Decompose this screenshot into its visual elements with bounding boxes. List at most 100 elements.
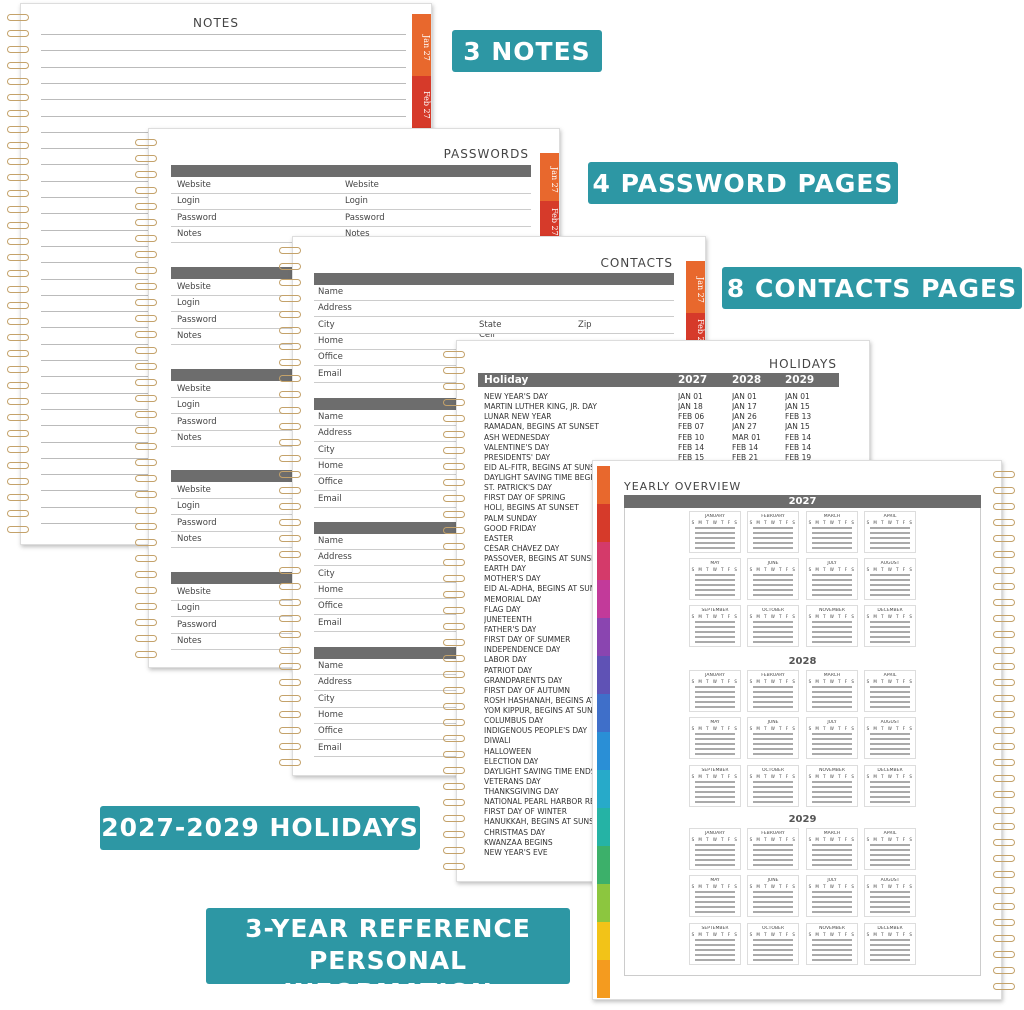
holiday-date: FEB 14 bbox=[732, 442, 759, 452]
holiday-name: HANUKKAH, BEGINS AT SUNSET bbox=[484, 817, 604, 827]
spiral-ring bbox=[993, 471, 1015, 478]
spiral-ring bbox=[279, 599, 301, 606]
day-row bbox=[870, 589, 910, 591]
field-label: City bbox=[318, 319, 335, 330]
spiral-ring bbox=[993, 663, 1015, 670]
holiday-date: JAN 18 bbox=[678, 402, 703, 412]
field-label: Password bbox=[177, 314, 217, 325]
spiral-ring bbox=[993, 551, 1015, 558]
spiral-ring bbox=[7, 142, 29, 149]
month-name: JANUARY bbox=[705, 514, 725, 519]
mini-month: APRIL S M T W T F S bbox=[864, 828, 916, 870]
section-bar bbox=[314, 273, 674, 285]
field-label: Login bbox=[345, 196, 368, 207]
spiral-ring bbox=[443, 527, 465, 534]
spiral-ring bbox=[993, 567, 1015, 574]
mini-month: SEPTEMBER S M T W T F S bbox=[689, 923, 741, 965]
spiral-ring bbox=[993, 615, 1015, 622]
day-row bbox=[812, 859, 852, 861]
day-row bbox=[753, 939, 793, 941]
holiday-name: CÉSAR CHÁVEZ DAY bbox=[484, 543, 560, 553]
holiday-name: PALM SUNDAY bbox=[484, 513, 537, 523]
mini-month: FEBRUARY S M T W T F S bbox=[747, 828, 799, 870]
mini-month: SEPTEMBER S M T W T F S bbox=[689, 765, 741, 807]
holiday-name: PATRIOT DAY bbox=[484, 665, 533, 675]
spiral-ring bbox=[443, 863, 465, 870]
spiral-ring bbox=[443, 367, 465, 374]
day-row bbox=[870, 859, 910, 861]
day-row bbox=[812, 781, 852, 783]
day-row bbox=[870, 781, 910, 783]
day-row bbox=[870, 696, 910, 698]
spiral-ring bbox=[443, 399, 465, 406]
day-row bbox=[870, 949, 910, 951]
day-row bbox=[753, 527, 793, 529]
holiday-name: FATHER'S DAY bbox=[484, 624, 537, 634]
weekday-row: S M T W T F S bbox=[749, 932, 797, 937]
month-tab: Jan 27 bbox=[412, 14, 431, 76]
mini-month: AUGUST S M T W T F S bbox=[864, 717, 916, 759]
day-row bbox=[695, 864, 735, 866]
day-row bbox=[753, 584, 793, 586]
field-label: Website bbox=[177, 485, 211, 495]
month-name: JUNE bbox=[767, 561, 779, 566]
spiral-ring bbox=[135, 651, 157, 658]
day-row bbox=[753, 791, 793, 793]
color-tab bbox=[597, 542, 610, 580]
spiral-ring bbox=[279, 439, 301, 446]
day-row bbox=[870, 532, 910, 534]
spiral-ring bbox=[443, 783, 465, 790]
mini-month: NOVEMBER S M T W T F S bbox=[806, 765, 858, 807]
spiral-ring bbox=[135, 267, 157, 274]
day-row bbox=[812, 738, 852, 740]
spiral-ring bbox=[443, 495, 465, 502]
day-row bbox=[753, 594, 793, 596]
spiral-ring bbox=[279, 263, 301, 270]
day-row bbox=[870, 796, 910, 798]
day-row bbox=[870, 738, 910, 740]
day-row bbox=[695, 959, 735, 961]
day-row bbox=[870, 579, 910, 581]
spiral-ring bbox=[7, 254, 29, 261]
day-row bbox=[812, 641, 852, 643]
day-row bbox=[870, 906, 910, 908]
day-row bbox=[870, 537, 910, 539]
day-row bbox=[870, 944, 910, 946]
day-row bbox=[753, 696, 793, 698]
callout: 2027-2029 HOLIDAYS bbox=[100, 806, 420, 850]
holiday-name: GOOD FRIDAY bbox=[484, 523, 537, 533]
holiday-name: VETERANS DAY bbox=[484, 776, 541, 786]
spiral-ring bbox=[279, 471, 301, 478]
field-label: Office bbox=[318, 726, 343, 737]
spiral-ring bbox=[7, 286, 29, 293]
day-row bbox=[695, 589, 735, 591]
month-name: AUGUST bbox=[880, 878, 900, 883]
holiday-name: FIRST DAY OF WINTER bbox=[484, 807, 567, 817]
mini-month: MARCH S M T W T F S bbox=[806, 511, 858, 553]
yearly-title: YEARLY OVERVIEW bbox=[624, 480, 742, 493]
spiral-ring bbox=[279, 279, 301, 286]
day-row bbox=[870, 574, 910, 576]
mini-month: JULY S M T W T F S bbox=[806, 717, 858, 759]
holiday-name: VALENTINE'S DAY bbox=[484, 442, 550, 452]
holiday-name: RAMADAN, BEGINS AT SUNSET bbox=[484, 422, 599, 432]
day-row bbox=[812, 911, 852, 913]
spiral-ring bbox=[443, 767, 465, 774]
color-tab bbox=[597, 808, 610, 846]
day-row bbox=[870, 706, 910, 708]
holiday-name: ST. PATRICK'S DAY bbox=[484, 483, 552, 493]
spiral-ring bbox=[279, 311, 301, 318]
day-row bbox=[753, 911, 793, 913]
spiral-ring bbox=[7, 190, 29, 197]
spiral-ring bbox=[443, 511, 465, 518]
day-row bbox=[753, 686, 793, 688]
mini-month: JUNE S M T W T F S bbox=[747, 558, 799, 600]
weekday-row: S M T W T F S bbox=[691, 520, 739, 525]
holiday-name: HALLOWEEN bbox=[484, 746, 532, 756]
spiral-ring bbox=[279, 503, 301, 510]
spiral-ring bbox=[135, 603, 157, 610]
holiday-name: THANKSGIVING DAY bbox=[484, 787, 559, 797]
spiral-ring bbox=[279, 519, 301, 526]
day-row bbox=[870, 911, 910, 913]
spiral-ring bbox=[443, 703, 465, 710]
